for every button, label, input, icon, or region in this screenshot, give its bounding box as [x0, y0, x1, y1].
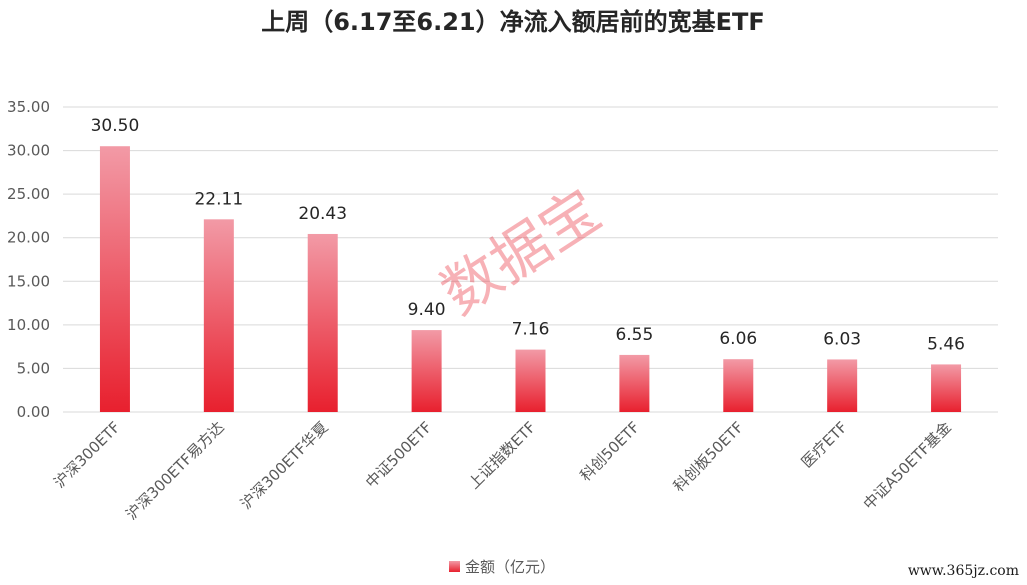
- bars: [99, 146, 962, 412]
- y-axis-ticks: 0.00 5.00 10.00 15.00 20.00 25.00 30.00 35.00: [7, 98, 50, 421]
- x-tick-label: 中证500ETF: [362, 418, 435, 491]
- data-label: 7.16: [512, 320, 550, 340]
- bar: [515, 349, 546, 412]
- y-tick-label: 0.00: [17, 403, 50, 421]
- data-label: 22.11: [194, 189, 243, 209]
- data-label: 6.06: [719, 329, 757, 349]
- source-watermark: www.365jz.com: [907, 563, 1019, 579]
- x-tick-label: 沪深300ETF: [50, 418, 123, 491]
- y-tick-label: 20.00: [7, 229, 50, 247]
- legend-label: 金额（亿元）: [465, 558, 555, 576]
- bar: [203, 219, 234, 412]
- bar: [619, 354, 650, 412]
- watermark-text: 数据宝: [429, 176, 612, 328]
- data-labels: 30.50 22.11 20.43 9.40 7.16 6.55 6.06 6.03 5.46: [91, 116, 965, 354]
- y-tick-label: 15.00: [7, 272, 50, 290]
- data-label: 20.43: [298, 204, 347, 224]
- data-label: 5.46: [927, 334, 965, 354]
- bar: [307, 233, 338, 412]
- legend-swatch: [449, 561, 460, 572]
- y-tick-label: 25.00: [7, 185, 50, 203]
- x-tick-label: 上证指数ETF: [465, 418, 539, 492]
- x-tick-label: 沪深300ETF华夏: [237, 418, 332, 513]
- bar: [827, 359, 858, 412]
- data-label: 30.50: [91, 116, 140, 136]
- x-tick-label: 中证A50ETF基金: [860, 418, 955, 513]
- data-label: 6.03: [823, 329, 861, 349]
- y-tick-label: 30.00: [7, 142, 50, 160]
- data-label: 6.55: [615, 325, 653, 345]
- x-tick-label: 科创板50ETF: [670, 418, 747, 495]
- x-tick-label: 医疗ETF: [798, 418, 851, 471]
- x-tick-label: 科创50ETF: [576, 418, 643, 485]
- y-tick-label: 5.00: [17, 359, 50, 377]
- y-tick-label: 35.00: [7, 98, 50, 116]
- bar: [99, 146, 130, 412]
- chart-title: 上周（6.17至6.21）净流入额居前的宽基ETF: [261, 8, 765, 36]
- y-tick-label: 10.00: [7, 316, 50, 334]
- legend: 金额（亿元）: [449, 558, 555, 576]
- x-tick-label: 沪深300ETF易方达: [122, 418, 227, 523]
- bar: [411, 330, 442, 412]
- bar: [723, 359, 754, 412]
- data-label: 9.40: [408, 300, 446, 320]
- bar: [931, 364, 962, 412]
